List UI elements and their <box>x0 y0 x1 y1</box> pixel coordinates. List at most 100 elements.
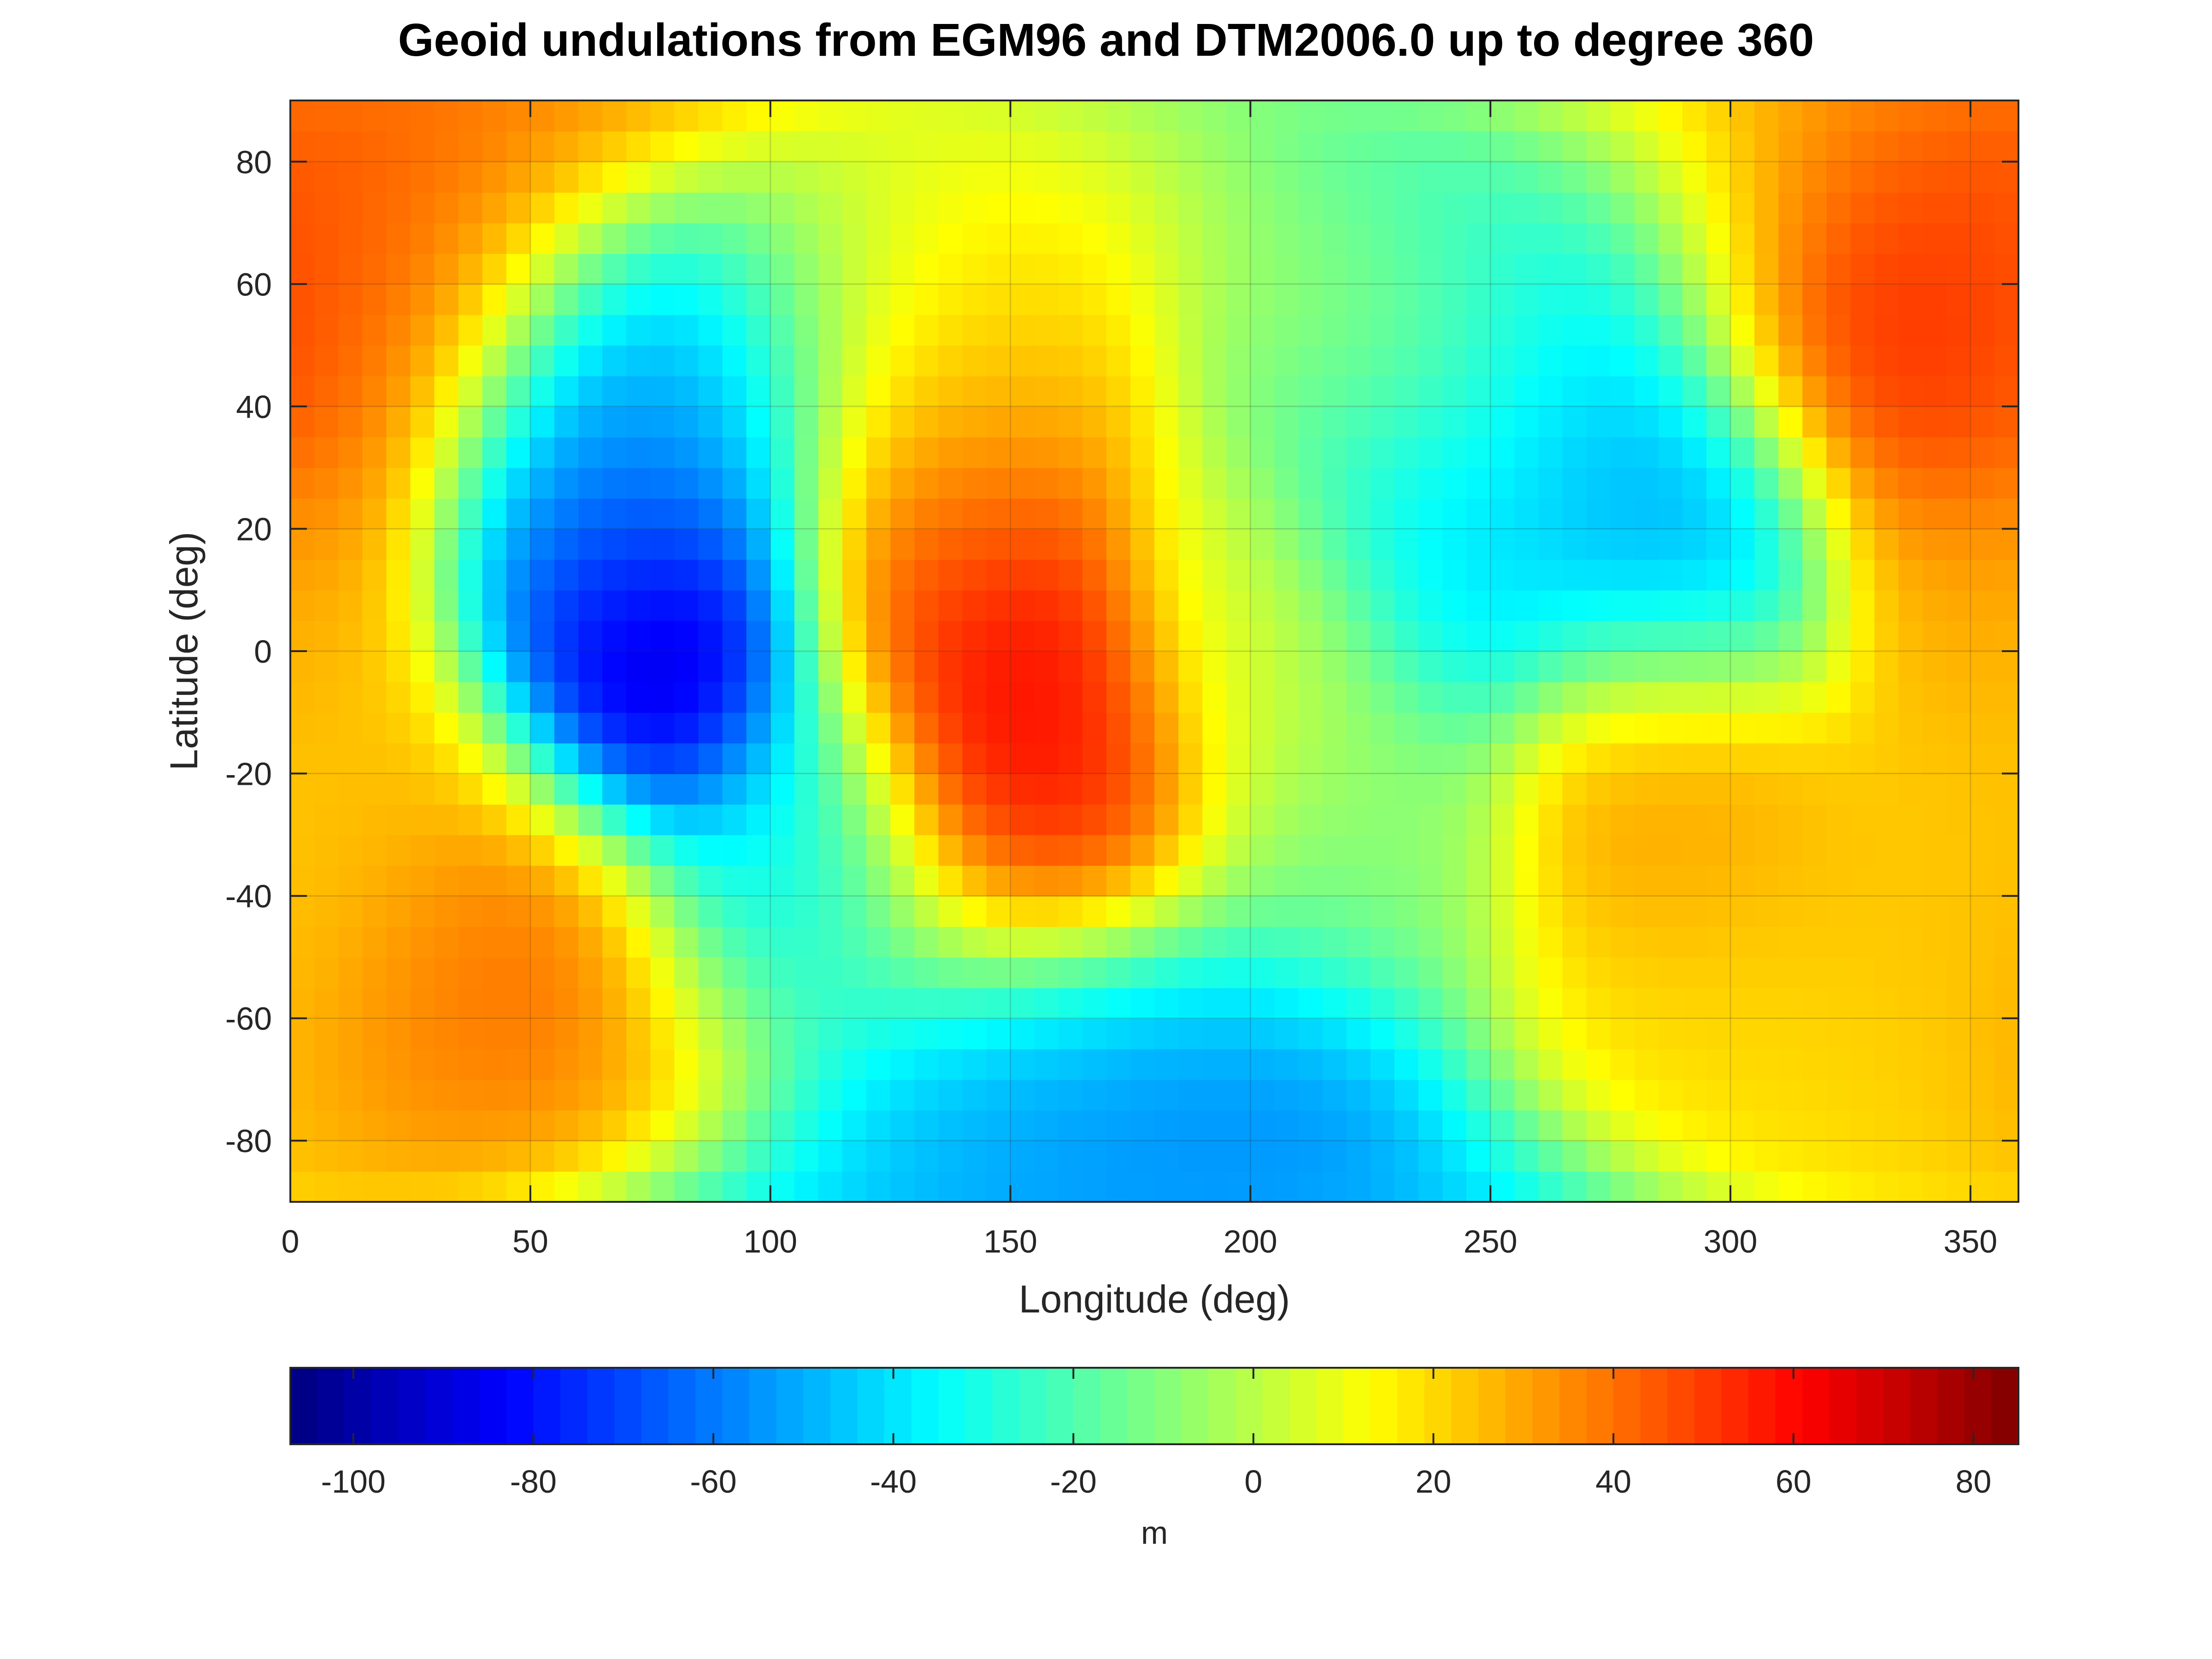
heatmap-cell <box>1202 314 1227 346</box>
heatmap-cell <box>626 559 651 591</box>
heatmap-cell <box>1922 682 1947 713</box>
heatmap-cell <box>1250 773 1275 805</box>
heatmap-cell <box>842 559 867 591</box>
heatmap-cell <box>1586 253 1611 285</box>
heatmap-cell <box>410 957 435 988</box>
heatmap-cell <box>1442 100 1467 132</box>
heatmap-cell <box>746 467 771 499</box>
heatmap-cell <box>434 406 459 438</box>
heatmap-cell <box>1490 498 1515 529</box>
heatmap-cell <box>1922 559 1947 591</box>
heatmap-cell <box>1250 498 1275 529</box>
heatmap-cell <box>314 988 339 1019</box>
heatmap-cell <box>1466 100 1491 132</box>
heatmap-cell <box>1922 1110 1947 1141</box>
heatmap-cell <box>1802 498 1827 529</box>
heatmap-cell <box>1106 437 1131 468</box>
heatmap-cell <box>482 743 507 774</box>
y-tick-label: 0 <box>254 634 272 670</box>
heatmap-cell <box>434 1079 459 1111</box>
heatmap-cell <box>578 896 603 927</box>
heatmap-cell <box>1274 498 1299 529</box>
heatmap-cell <box>1586 926 1611 958</box>
heatmap-cell <box>1274 1171 1299 1202</box>
heatmap-cell <box>866 376 891 407</box>
heatmap-cell <box>506 804 531 835</box>
heatmap-cell <box>1538 1018 1563 1050</box>
heatmap-cell <box>1130 192 1155 224</box>
heatmap-cell <box>482 161 507 193</box>
heatmap-cell <box>1298 498 1323 529</box>
heatmap-cell <box>506 100 531 132</box>
heatmap-cell <box>1754 773 1779 805</box>
heatmap-cell <box>530 376 555 407</box>
heatmap-cell <box>1586 682 1611 713</box>
heatmap-cell <box>1538 957 1563 988</box>
heatmap-cell <box>1298 620 1323 652</box>
heatmap-cell <box>1490 835 1515 866</box>
heatmap-cell <box>962 192 987 224</box>
heatmap-cell <box>1418 835 1443 866</box>
heatmap-cell <box>770 682 795 713</box>
heatmap-cell <box>1706 1110 1731 1141</box>
heatmap-cell <box>1706 620 1731 652</box>
heatmap-cell <box>362 620 387 652</box>
heatmap-cell <box>1994 590 2019 621</box>
heatmap-cell <box>1082 835 1107 866</box>
colorbar-segment <box>830 1368 858 1444</box>
heatmap-cell <box>1226 804 1251 835</box>
heatmap-cell <box>914 131 939 162</box>
heatmap-cell <box>530 345 555 377</box>
heatmap-cell <box>1514 498 1539 529</box>
heatmap-cell <box>554 1018 579 1050</box>
heatmap-cell <box>410 1079 435 1111</box>
heatmap-cell <box>1562 743 1587 774</box>
heatmap-cell <box>410 988 435 1019</box>
heatmap-cell <box>1706 284 1731 315</box>
heatmap-cell <box>1538 988 1563 1019</box>
heatmap-cell <box>410 865 435 897</box>
heatmap-cell <box>1394 773 1419 805</box>
heatmap-cell <box>1922 100 1947 132</box>
heatmap-cell <box>1874 926 1899 958</box>
heatmap-cell <box>1154 192 1179 224</box>
heatmap-cell <box>1178 1018 1203 1050</box>
heatmap-cell <box>530 957 555 988</box>
heatmap-cell <box>386 590 411 621</box>
heatmap-cell <box>842 835 867 866</box>
heatmap-cell <box>1226 743 1251 774</box>
heatmap-cell <box>722 498 747 529</box>
heatmap-cell <box>482 1049 507 1080</box>
heatmap-cell <box>1826 100 1851 132</box>
heatmap-cell <box>914 1110 939 1141</box>
heatmap-cell <box>386 284 411 315</box>
heatmap-cell <box>698 437 723 468</box>
heatmap-cell <box>1274 590 1299 621</box>
heatmap-cell <box>506 651 531 682</box>
heatmap-cell <box>698 223 723 254</box>
heatmap-cell <box>506 1079 531 1111</box>
heatmap-cell <box>1538 376 1563 407</box>
heatmap-cell <box>1490 100 1515 132</box>
heatmap-cell <box>506 467 531 499</box>
heatmap-cell <box>890 1141 915 1172</box>
heatmap-cell <box>1346 804 1371 835</box>
heatmap-cell <box>1394 1141 1419 1172</box>
heatmap-cell <box>338 406 363 438</box>
heatmap-cell <box>338 590 363 621</box>
heatmap-cell <box>1058 253 1083 285</box>
heatmap-cell <box>1322 1049 1347 1080</box>
heatmap-cell <box>434 988 459 1019</box>
heatmap-cell <box>602 835 627 866</box>
heatmap-cell <box>1538 223 1563 254</box>
heatmap-cell <box>1586 406 1611 438</box>
heatmap-cell <box>938 100 963 132</box>
heatmap-cell <box>1778 529 1803 560</box>
heatmap-cell <box>1010 773 1035 805</box>
heatmap-cell <box>1250 743 1275 774</box>
heatmap-cell <box>938 865 963 897</box>
heatmap-cell <box>1394 376 1419 407</box>
heatmap-cell <box>602 926 627 958</box>
heatmap-cell <box>794 743 819 774</box>
heatmap-cell <box>1298 865 1323 897</box>
